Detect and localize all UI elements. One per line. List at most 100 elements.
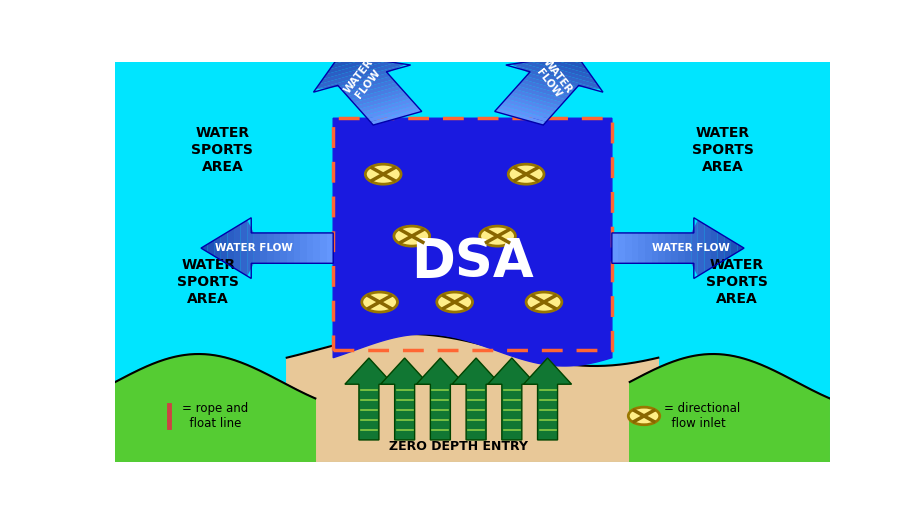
Polygon shape xyxy=(345,358,393,440)
Polygon shape xyxy=(342,76,393,93)
Polygon shape xyxy=(704,224,711,272)
Polygon shape xyxy=(652,233,658,263)
Polygon shape xyxy=(512,63,601,89)
Polygon shape xyxy=(345,79,396,96)
Text: DSA: DSA xyxy=(411,236,534,288)
Polygon shape xyxy=(417,358,465,440)
Polygon shape xyxy=(214,236,221,260)
Polygon shape xyxy=(558,56,584,64)
Polygon shape xyxy=(333,56,359,64)
Polygon shape xyxy=(619,233,625,263)
Polygon shape xyxy=(684,233,692,263)
Polygon shape xyxy=(521,61,597,84)
Polygon shape xyxy=(509,92,561,109)
Polygon shape xyxy=(348,83,399,100)
Polygon shape xyxy=(201,244,207,252)
Polygon shape xyxy=(612,233,619,263)
Polygon shape xyxy=(274,233,280,263)
Polygon shape xyxy=(738,244,744,252)
Polygon shape xyxy=(671,233,678,263)
Polygon shape xyxy=(287,233,293,263)
Polygon shape xyxy=(371,108,421,125)
Circle shape xyxy=(394,226,430,246)
Circle shape xyxy=(365,164,401,184)
Polygon shape xyxy=(323,60,386,79)
Polygon shape xyxy=(524,76,574,93)
Polygon shape xyxy=(678,233,684,263)
Polygon shape xyxy=(452,358,500,440)
Polygon shape xyxy=(356,92,408,109)
Polygon shape xyxy=(326,59,377,74)
Polygon shape xyxy=(692,220,698,276)
Text: WATER
SPORTS
AREA: WATER SPORTS AREA xyxy=(706,258,768,306)
Polygon shape xyxy=(241,220,247,276)
Polygon shape xyxy=(503,99,555,115)
Polygon shape xyxy=(517,83,569,100)
Bar xyxy=(333,118,612,350)
Polygon shape xyxy=(339,73,390,90)
Text: WATER
SPORTS
AREA: WATER SPORTS AREA xyxy=(177,258,239,306)
Polygon shape xyxy=(526,73,577,90)
Polygon shape xyxy=(287,334,658,462)
Polygon shape xyxy=(301,233,307,263)
Polygon shape xyxy=(724,236,731,260)
Polygon shape xyxy=(501,102,552,119)
Polygon shape xyxy=(658,233,665,263)
Polygon shape xyxy=(261,233,267,263)
Polygon shape xyxy=(665,233,671,263)
Polygon shape xyxy=(698,220,704,276)
Polygon shape xyxy=(488,358,536,440)
Polygon shape xyxy=(228,228,234,268)
Polygon shape xyxy=(630,354,830,462)
Polygon shape xyxy=(359,95,410,112)
Text: ZERO DEPTH ENTRY: ZERO DEPTH ENTRY xyxy=(389,440,527,453)
Text: = directional
  flow inlet: = directional flow inlet xyxy=(664,402,740,430)
Polygon shape xyxy=(115,354,315,462)
Polygon shape xyxy=(313,233,320,263)
Polygon shape xyxy=(267,233,274,263)
Polygon shape xyxy=(330,57,368,69)
Polygon shape xyxy=(293,233,301,263)
Polygon shape xyxy=(381,358,429,440)
Polygon shape xyxy=(514,86,566,103)
Text: WATER FLOW: WATER FLOW xyxy=(652,243,730,253)
Circle shape xyxy=(526,292,561,312)
Text: = rope and
  float line: = rope and float line xyxy=(182,402,248,430)
Polygon shape xyxy=(364,102,416,119)
Text: WATER
FLOW: WATER FLOW xyxy=(342,57,384,103)
Polygon shape xyxy=(495,108,546,125)
Text: WATER
SPORTS
AREA: WATER SPORTS AREA xyxy=(192,126,254,174)
Polygon shape xyxy=(520,79,572,96)
Polygon shape xyxy=(280,233,287,263)
Polygon shape xyxy=(247,220,254,276)
Polygon shape xyxy=(254,233,261,263)
Circle shape xyxy=(361,292,397,312)
Polygon shape xyxy=(644,233,652,263)
Polygon shape xyxy=(567,54,580,59)
Polygon shape xyxy=(711,228,717,268)
Polygon shape xyxy=(361,99,413,115)
Polygon shape xyxy=(506,95,558,112)
Polygon shape xyxy=(337,54,349,59)
Polygon shape xyxy=(333,118,612,366)
Polygon shape xyxy=(350,86,402,103)
Polygon shape xyxy=(234,224,241,272)
Polygon shape xyxy=(315,64,405,89)
Circle shape xyxy=(508,164,544,184)
Polygon shape xyxy=(368,105,419,122)
Polygon shape xyxy=(638,233,644,263)
Text: WATER FLOW: WATER FLOW xyxy=(215,243,293,253)
Polygon shape xyxy=(498,105,549,122)
Polygon shape xyxy=(207,240,214,256)
Polygon shape xyxy=(539,59,590,74)
Circle shape xyxy=(479,226,515,246)
Polygon shape xyxy=(326,233,333,263)
Polygon shape xyxy=(512,89,563,106)
Polygon shape xyxy=(512,64,601,89)
Polygon shape xyxy=(530,60,594,79)
Polygon shape xyxy=(307,233,313,263)
Polygon shape xyxy=(632,233,638,263)
Polygon shape xyxy=(625,233,632,263)
Polygon shape xyxy=(319,61,396,84)
Polygon shape xyxy=(731,240,738,256)
